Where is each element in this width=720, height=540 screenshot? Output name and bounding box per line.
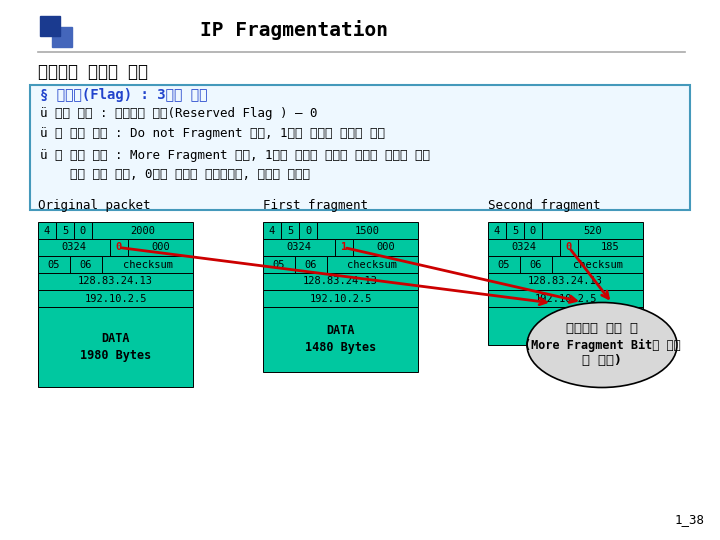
Text: 0: 0 xyxy=(530,226,536,235)
Text: 192.10.2.5: 192.10.2.5 xyxy=(310,294,372,303)
Bar xyxy=(56,222,74,239)
Bar xyxy=(317,222,418,239)
Text: 06: 06 xyxy=(80,260,92,269)
Text: checksum: checksum xyxy=(348,260,397,269)
Bar xyxy=(38,239,110,256)
Text: 0: 0 xyxy=(566,242,572,253)
Bar xyxy=(488,273,643,290)
Bar xyxy=(38,256,70,273)
Text: First fragment: First fragment xyxy=(263,199,368,212)
Bar xyxy=(102,256,193,273)
Text: 단편화와 관련된 필드: 단편화와 관련된 필드 xyxy=(38,63,148,81)
Bar xyxy=(263,239,335,256)
Text: ü 첫음 비트 : 사용하지 않음(Reserved Flag ) – 0: ü 첫음 비트 : 사용하지 않음(Reserved Flag ) – 0 xyxy=(40,107,318,120)
Text: 0: 0 xyxy=(116,242,122,253)
Bar xyxy=(552,256,643,273)
Bar xyxy=(38,273,193,290)
Text: 128.83.24.13: 128.83.24.13 xyxy=(78,276,153,287)
Bar xyxy=(263,222,281,239)
Text: 520: 520 xyxy=(583,226,602,235)
Text: 05: 05 xyxy=(48,260,60,269)
Bar xyxy=(74,222,92,239)
Text: checksum: checksum xyxy=(122,260,173,269)
Text: 0: 0 xyxy=(80,226,86,235)
Text: Original packet: Original packet xyxy=(38,199,150,212)
Text: (More Fragment Bit만 표시: (More Fragment Bit만 표시 xyxy=(523,339,680,352)
Bar xyxy=(488,256,520,273)
Text: 185: 185 xyxy=(601,242,620,253)
FancyBboxPatch shape xyxy=(30,85,690,210)
Text: Second fragment: Second fragment xyxy=(488,199,600,212)
Bar xyxy=(560,239,578,256)
Bar xyxy=(506,222,524,239)
Text: DATA
1480 Bytes: DATA 1480 Bytes xyxy=(305,325,376,354)
Bar xyxy=(524,222,542,239)
Text: 4: 4 xyxy=(44,226,50,235)
Bar xyxy=(520,256,552,273)
Text: ü 두 번째 비트 : Do not Fragment 비트, 1이면 단편화 해서는 안됨: ü 두 번째 비트 : Do not Fragment 비트, 1이면 단편화 … xyxy=(40,127,385,140)
Text: 5: 5 xyxy=(287,226,293,235)
Text: 한 것임): 한 것임) xyxy=(582,354,622,368)
Text: 라는 것을 의미, 0이면 마지막 단편이거나, 유일한 단편임: 라는 것을 의미, 0이면 마지막 단편이거나, 유일한 단편임 xyxy=(40,167,310,180)
Text: 128.83.24.13: 128.83.24.13 xyxy=(528,276,603,287)
Text: 5: 5 xyxy=(62,226,68,235)
Bar xyxy=(263,290,418,307)
Text: 4: 4 xyxy=(269,226,275,235)
Bar xyxy=(488,307,643,345)
Bar xyxy=(295,256,327,273)
Bar xyxy=(128,239,193,256)
Text: 1500: 1500 xyxy=(355,226,380,235)
Text: 플래그의 사용 예: 플래그의 사용 예 xyxy=(566,322,638,335)
Bar xyxy=(335,239,353,256)
Text: 192.10.2.5: 192.10.2.5 xyxy=(534,294,597,303)
Text: IP Fragmentation: IP Fragmentation xyxy=(200,20,388,40)
Text: 0324: 0324 xyxy=(511,242,536,253)
Bar xyxy=(263,307,418,372)
Text: ü 세 번째 비트 : More Fragment 비트, 1이면 데이터 그램이 마지막 단편이 아니: ü 세 번째 비트 : More Fragment 비트, 1이면 데이터 그램… xyxy=(40,150,430,163)
Bar xyxy=(488,222,506,239)
Text: 2000: 2000 xyxy=(130,226,155,235)
Text: 000: 000 xyxy=(376,242,395,253)
Bar xyxy=(542,222,643,239)
Bar xyxy=(40,16,60,36)
Text: 1_38: 1_38 xyxy=(675,513,705,526)
Text: 1: 1 xyxy=(341,242,347,253)
Text: 4: 4 xyxy=(494,226,500,235)
Bar xyxy=(52,27,72,47)
Bar xyxy=(263,273,418,290)
Bar xyxy=(299,222,317,239)
Bar xyxy=(488,239,560,256)
Text: 06: 06 xyxy=(305,260,318,269)
Bar xyxy=(488,290,643,307)
Text: 0: 0 xyxy=(305,226,311,235)
Bar xyxy=(353,239,418,256)
Text: 0324: 0324 xyxy=(61,242,86,253)
Bar xyxy=(38,222,56,239)
Ellipse shape xyxy=(527,302,677,388)
Bar xyxy=(38,290,193,307)
Text: 05: 05 xyxy=(273,260,285,269)
Text: checksum: checksum xyxy=(572,260,623,269)
Text: 5: 5 xyxy=(512,226,518,235)
Text: 06: 06 xyxy=(530,260,542,269)
Bar xyxy=(327,256,418,273)
Text: 192.10.2.5: 192.10.2.5 xyxy=(84,294,147,303)
Text: 0324: 0324 xyxy=(287,242,312,253)
Text: DATA
1980 Bytes: DATA 1980 Bytes xyxy=(80,332,151,362)
Bar xyxy=(110,239,128,256)
Text: § 플래그(Flag) : 3비트 필드: § 플래그(Flag) : 3비트 필드 xyxy=(40,88,207,102)
Text: 000: 000 xyxy=(151,242,170,253)
Text: 128.83.24.13: 128.83.24.13 xyxy=(303,276,378,287)
Bar xyxy=(70,256,102,273)
Bar xyxy=(578,239,643,256)
Bar xyxy=(38,307,193,387)
Bar xyxy=(92,222,193,239)
Text: DATA
500 Bytes: DATA 500 Bytes xyxy=(534,311,598,341)
Text: 05: 05 xyxy=(498,260,510,269)
Bar xyxy=(281,222,299,239)
Bar xyxy=(263,256,295,273)
